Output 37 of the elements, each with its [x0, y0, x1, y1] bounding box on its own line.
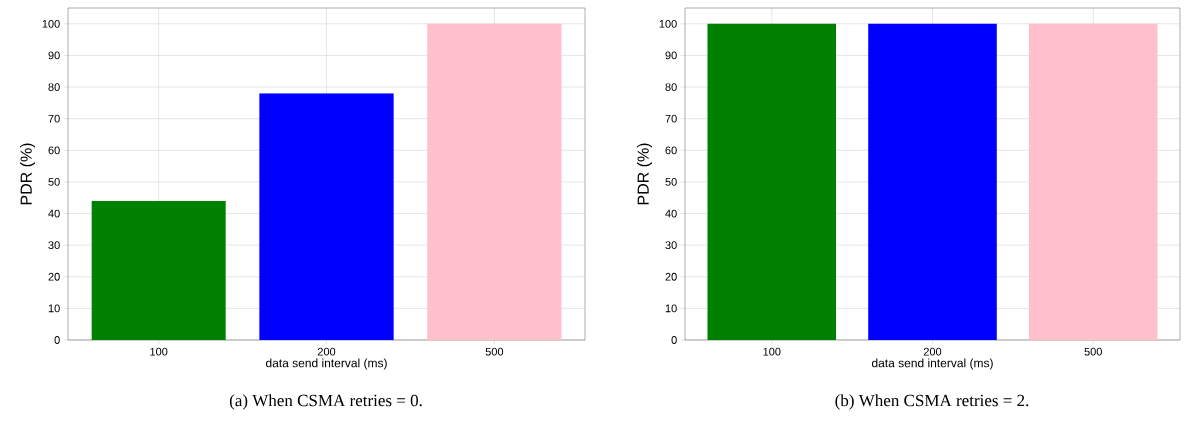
y-tick-label: 50	[665, 178, 677, 186]
y-tick-label: 0	[54, 336, 60, 344]
x-tick-label: 500	[485, 347, 504, 356]
y-tick-label: 50	[48, 178, 60, 186]
y-tick-label: 30	[665, 241, 677, 250]
y-tick-label: 100	[42, 19, 60, 28]
y-tick-label: 0	[671, 336, 677, 344]
y-tick-label: 60	[48, 146, 60, 155]
text: (a) When CSMA retries = 0.	[229, 394, 422, 410]
y-tick-label: 70	[665, 114, 677, 123]
x-tick-label: 100	[150, 347, 168, 356]
y-tick-label: 20	[665, 272, 677, 281]
x-axis-title: data send interval (ms)	[871, 358, 993, 370]
x-axis-title: data send interval (ms)	[265, 358, 387, 370]
y-axis-title: PDR (%)	[20, 143, 35, 205]
y-tick-label: 40	[665, 209, 677, 218]
y-axis-title: PDR (%)	[637, 143, 652, 205]
y-tick-label: 40	[48, 209, 60, 218]
y-tick-label: 10	[665, 304, 677, 313]
y-tick-label: 90	[665, 51, 677, 60]
bar	[427, 23, 562, 340]
text: (b) When CSMA retries = 2.	[835, 394, 1029, 410]
bar	[259, 93, 394, 340]
x-tick-label: 500	[1084, 347, 1102, 356]
x-tick-label: 100	[763, 347, 781, 356]
bar	[91, 200, 226, 340]
x-tick-label: 200	[317, 347, 336, 356]
y-tick-label: 70	[48, 114, 60, 123]
y-tick-label: 80	[48, 83, 60, 91]
y-tick-label: 80	[665, 83, 677, 91]
y-tick-label: 10	[48, 304, 60, 313]
x-tick-label: 200	[923, 347, 942, 356]
y-tick-label: 30	[48, 241, 60, 250]
y-tick-label: 60	[665, 146, 677, 155]
y-tick-label: 100	[659, 19, 677, 28]
y-tick-label: 90	[48, 51, 60, 60]
y-tick-label: 20	[48, 272, 60, 281]
